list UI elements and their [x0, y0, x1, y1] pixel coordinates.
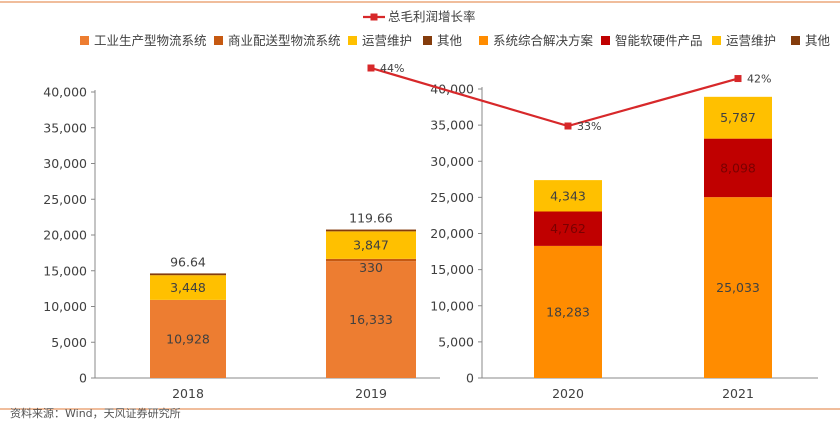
right-y-tick-label: 40,000: [430, 82, 474, 97]
bar-segment: [326, 261, 416, 378]
data-label: 16,333: [349, 312, 393, 327]
data-label: 8,098: [720, 160, 756, 175]
right-y-tick-label: 0: [466, 371, 474, 386]
data-label: 330: [359, 260, 383, 275]
legend-swatch: [791, 36, 800, 45]
data-label: 3,448: [170, 280, 206, 295]
right-y-tick-label: 20,000: [430, 226, 474, 241]
legend-swatch: [80, 36, 89, 45]
data-label: 10,928: [166, 331, 210, 346]
right-y-tick-label: 5,000: [438, 334, 474, 349]
data-label: 18,283: [546, 304, 590, 319]
legend-swatch: [712, 36, 721, 45]
data-label: 5,787: [720, 110, 756, 125]
growth-line: 44% 33% 42%: [367, 62, 771, 133]
data-label: 25,033: [716, 280, 760, 295]
data-label: 119.66: [349, 211, 393, 226]
left-y-tick-label: 30,000: [43, 156, 87, 171]
bar-segment: [534, 245, 602, 378]
bar-segment: [326, 258, 416, 262]
growth-line-marker: [367, 64, 375, 72]
axes: 0 5,000 10,000 15,000 20,000 25,000 30,000 35,0…: [43, 82, 818, 401]
x-tick-label-2019: 2019: [355, 386, 387, 401]
legend-line-label: 总毛利润增长率: [388, 9, 476, 24]
source-note: 资料来源：Wind，天风证券研究所: [10, 407, 181, 420]
left-y-tick-label: 0: [79, 371, 87, 386]
left-y-tick-label: 25,000: [43, 192, 87, 207]
left-y-tick-label: 15,000: [43, 263, 87, 278]
right-y-tick-label: 10,000: [430, 298, 474, 313]
x-tick-label-2018: 2018: [172, 386, 204, 401]
left-y-tick-label: 20,000: [43, 228, 87, 243]
data-label: 3,847: [353, 238, 389, 253]
right-y-tick-label: 35,000: [430, 118, 474, 133]
x-tick-label-2021: 2021: [722, 386, 754, 401]
right-y-tick-label: 30,000: [430, 154, 474, 169]
x-tick-label-2020: 2020: [552, 386, 584, 401]
legend-swatch: [423, 36, 432, 45]
bar-segment: [534, 211, 602, 246]
bar-segment: [704, 197, 772, 378]
right-y-tick-label: 25,000: [430, 190, 474, 205]
legend-label: 运营维护: [362, 33, 412, 48]
bar-segment: [326, 229, 416, 232]
data-label: 4,343: [550, 188, 586, 203]
legend-label: 运营维护: [726, 33, 776, 48]
legend-line-marker: [370, 13, 378, 21]
growth-label: 42%: [747, 73, 771, 86]
bar-segment: [150, 275, 226, 300]
left-y-tick-label: 10,000: [43, 299, 87, 314]
bar-segment: [150, 273, 226, 276]
legend-label: 商业配送型物流系统: [228, 33, 341, 48]
legend-swatch: [479, 36, 488, 45]
legend-label: 系统综合解决方案: [493, 33, 594, 48]
data-label: 96.64: [170, 254, 206, 269]
legend-label: 其他: [805, 33, 831, 48]
data-labels: 10,928 3,448 96.64 16,333 330 3,847 119.66 18,2…: [166, 110, 760, 346]
growth-line-marker: [564, 122, 572, 130]
left-y-tick-label: 40,000: [43, 85, 87, 100]
right-y-tick-label: 15,000: [430, 262, 474, 277]
legend-label: 智能软硬件产品: [615, 33, 703, 48]
growth-line-marker: [734, 75, 742, 83]
bar-segment: [326, 231, 416, 259]
growth-line-path: [370, 66, 739, 128]
bars: [150, 96, 772, 378]
data-label: 4,762: [550, 221, 586, 236]
growth-label: 33%: [577, 120, 601, 133]
bar-segment: [704, 96, 772, 139]
left-y-tick-label: 35,000: [43, 120, 87, 135]
legend-label: 工业生产型物流系统: [94, 33, 207, 48]
bar-segment: [150, 299, 226, 378]
legend-swatch: [601, 36, 610, 45]
bar-segment: [704, 138, 772, 198]
bar-segment: [534, 180, 602, 212]
legend-swatch: [348, 36, 357, 45]
legend-label: 其他: [437, 33, 463, 48]
growth-label: 44%: [380, 62, 404, 75]
legend-swatch: [214, 36, 223, 45]
left-y-tick-label: 5,000: [51, 335, 87, 350]
